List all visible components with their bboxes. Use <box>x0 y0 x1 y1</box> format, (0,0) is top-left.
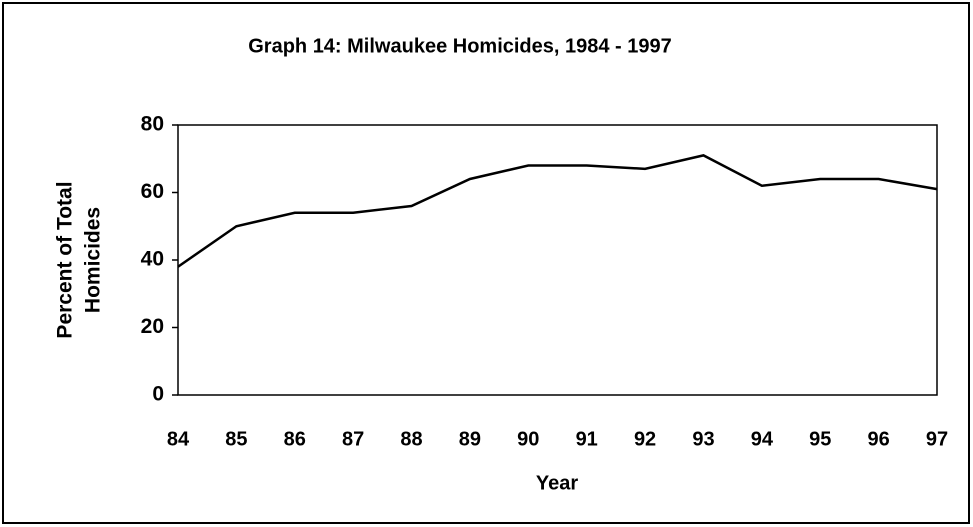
x-tick-label: 87 <box>342 428 364 450</box>
data-line <box>177 154 938 268</box>
x-tick-label: 95 <box>809 428 831 450</box>
y-tick-label: 40 <box>141 248 164 271</box>
x-tick-label: 86 <box>284 428 306 450</box>
y-tick-label: 20 <box>141 315 164 338</box>
y-tick-label: 60 <box>141 180 164 203</box>
x-tick-label: 89 <box>459 428 481 450</box>
y-tick-label: 80 <box>141 113 164 136</box>
x-tick-label: 94 <box>751 428 774 450</box>
x-tick-label: 88 <box>400 428 422 450</box>
x-axis-label: Year <box>536 472 578 494</box>
y-axis-label: Homicides <box>82 207 105 313</box>
y-axis-label: Percent of Total <box>54 181 77 338</box>
x-tick-label: 84 <box>167 428 190 450</box>
y-tick-label: 0 <box>152 383 164 406</box>
x-tick-label: 96 <box>867 428 889 450</box>
x-tick-label: 91 <box>576 428 598 450</box>
x-tick-label: 90 <box>517 428 539 450</box>
x-tick-label: 85 <box>225 428 247 450</box>
x-tick-label: 97 <box>926 428 948 450</box>
x-tick-label: 92 <box>634 428 656 450</box>
chart-title: Graph 14: Milwaukee Homicides, 1984 - 19… <box>248 35 672 57</box>
x-tick-label: 93 <box>692 428 714 450</box>
